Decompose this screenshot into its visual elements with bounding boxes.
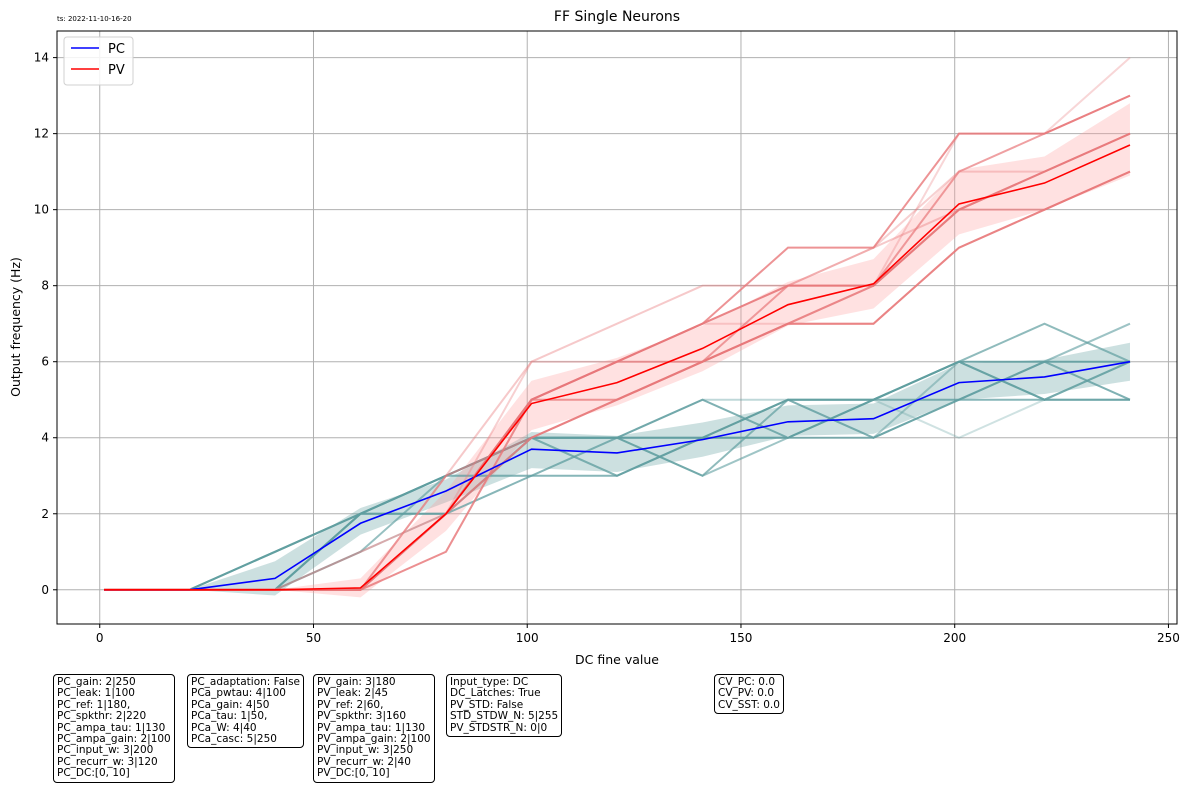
y-axis-label: Output frequency (Hz) [8,257,23,397]
param-line: PC_ampa_tau: 1|130 [57,721,166,734]
x-tick-label: 0 [96,631,104,645]
param-line: PV_DC:[0, 10] [317,767,390,780]
trial-line-pc [104,360,1131,591]
input-params-box: Input_type: DC DC_Latches: True PV_STD: Fa… [446,674,563,738]
timestamp-label: ts: 2022-11-10-16-20 [57,15,132,23]
cv-params-box: CV_PC: 0.0 CV_PV: 0.0 CV_SST: 0.0 [714,674,784,715]
y-axis-ticks: 0 2 4 6 8 10 12 14 [34,51,57,597]
param-line: PV_spkthr: 3|160 [317,710,407,723]
param-line: PCa_pwtau: 4|100 [191,687,286,700]
param-line: STD_STDW_N: 5|255 [450,710,559,723]
param-line: PCa_tau: 1|50, [191,710,268,723]
y-tick-label: 0 [41,583,49,597]
param-line: PCa_casc: 5|250 [191,733,277,746]
pc-adaptation-params-box: PC_adaptation: False PCa_pwtau: 4|100 PCa_… [187,674,305,749]
legend-label-pv: PV [108,63,125,78]
legend-label-pc: PC [108,42,125,57]
mean-line-pc [104,360,1131,591]
param-line: CV_PV: 0.0 [718,687,774,700]
y-tick-label: 10 [34,203,49,217]
param-line: DC_Latches: True [450,687,541,700]
param-line: PV_STDSTR_N: 0|0 [450,721,548,734]
trial-line-pc [104,398,1130,591]
mean-line-pv [104,144,1131,591]
param-line: PCa_gain: 4|50 [191,698,270,711]
x-tick-label: 100 [516,631,539,645]
param-line: CV_PC: 0.0 [718,676,776,688]
x-tick-label: 150 [730,631,753,645]
param-line: PC_recurr_w: 3|120 [57,755,158,768]
param-line: PC_adaptation: False [191,676,301,688]
param-line: PC_ampa_gain: 2|100 [57,733,171,746]
param-line: PV_gain: 3|180 [317,676,396,688]
x-axis-ticks: 0 50 100 150 200 250 [96,624,1180,645]
x-tick-label: 200 [943,631,966,645]
param-line: PV_ref: 2|60, [317,698,384,711]
y-tick-label: 2 [41,507,49,521]
grid-lines [57,31,1177,624]
line-chart: FF Single Neurons 0 50 100 150 200 250 0 2 4 6 8 1… [8,9,1180,667]
param-line: CV_SST: 0.0 [718,698,780,711]
param-line: PC_gain: 2|250 [57,676,136,688]
plot-frame [56,30,1178,625]
param-line: PC_ref: 1|180, [57,698,131,711]
y-tick-label: 8 [41,279,49,293]
legend: PC PV [63,36,134,86]
std-band-pc [104,342,1130,596]
y-tick-label: 6 [41,355,49,369]
param-line: PC_spkthr: 2|220 [57,710,147,723]
std-band-pv [104,103,1130,598]
param-line: PV_recurr_w: 2|40 [317,755,411,768]
x-tick-label: 250 [1157,631,1180,645]
pv-params-box: PV_gain: 3|180 PV_leak: 2|45 PV_ref: 2|60,… [313,674,435,783]
param-line: PC_leak: 1|100 [57,687,135,700]
param-line: PC_DC:[0, 10] [57,767,130,780]
x-tick-label: 50 [306,631,321,645]
param-line: PV_ampa_tau: 1|130 [317,721,426,734]
param-line: Input_type: DC [450,676,529,688]
legend-frame [63,36,134,86]
mean-lines [104,144,1131,591]
param-line: PV_input_w: 3|250 [317,744,414,757]
param-line: PC_input_w: 3|200 [57,744,154,757]
chart-title: FF Single Neurons [554,9,680,25]
y-tick-label: 4 [41,431,49,445]
param-line: PV_STD: False [450,698,524,711]
y-tick-label: 12 [34,127,49,141]
trial-lines [104,56,1131,591]
pc-params-box: PC_gain: 2|250 PC_leak: 1|100 PC_ref: 1|18… [53,674,175,783]
y-tick-label: 14 [34,51,49,65]
param-line: PV_leak: 2|45 [317,687,389,700]
param-line: PCa_W: 4|40 [191,721,257,734]
param-line: PV_ampa_gain: 2|100 [317,733,431,746]
std-bands [104,103,1130,598]
x-axis-label: DC fine value [575,652,659,667]
